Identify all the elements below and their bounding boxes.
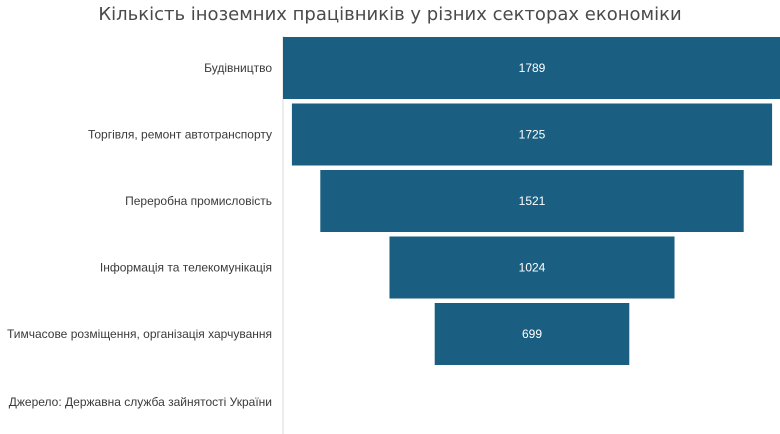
source-label: Джерело: Державна служба зайнятості Укра… bbox=[9, 395, 272, 409]
value-label: 1024 bbox=[519, 261, 546, 275]
category-label: Будівництво bbox=[204, 61, 272, 75]
funnel-bar bbox=[389, 236, 675, 299]
value-label: 699 bbox=[522, 327, 542, 341]
value-label: 1725 bbox=[519, 128, 546, 142]
value-label: 1521 bbox=[519, 194, 546, 208]
category-label: Переробна промисловість bbox=[125, 194, 272, 208]
category-label: Тимчасове розміщення, організація харчув… bbox=[7, 327, 272, 341]
funnel-bar bbox=[320, 170, 744, 232]
chart-title: Кількість іноземних працівників у різних… bbox=[98, 4, 682, 25]
category-label: Торгівля, ремонт автотранспорту bbox=[88, 128, 272, 142]
funnel-bar bbox=[291, 103, 773, 166]
value-label: 1789 bbox=[519, 61, 546, 75]
funnel-bar bbox=[434, 303, 630, 365]
category-label: Інформація та телекомунікація bbox=[100, 261, 272, 275]
funnel-bar bbox=[283, 37, 780, 99]
